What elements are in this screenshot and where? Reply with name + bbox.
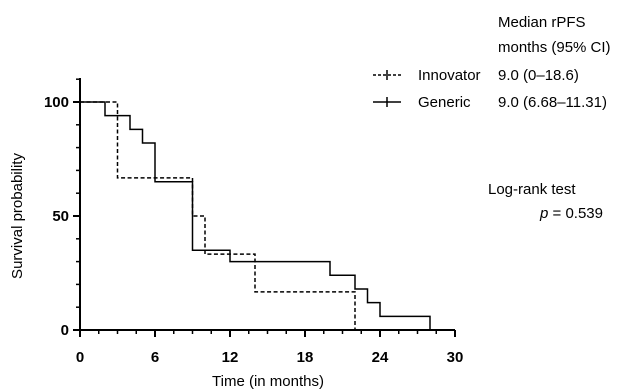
p-value: = 0.539 [553, 205, 603, 222]
y-tick-label: 100 [44, 94, 69, 111]
legend-generic: Generic 9.0 (6.68–11.31) [373, 94, 607, 111]
legend-innovator-median: 9.0 (0–18.6) [498, 67, 579, 84]
y-tick-label: 50 [52, 208, 69, 225]
p-value-line: p = 0.539 [539, 205, 603, 222]
x-tick-label: 12 [222, 349, 239, 366]
legend-generic-median: 9.0 (6.68–11.31) [498, 94, 607, 111]
logrank-label: Log-rank test [488, 181, 576, 198]
legend-header-line2: months (95% CI) [498, 39, 611, 56]
legend-innovator-label: Innovator [418, 67, 481, 84]
p-symbol: p [539, 205, 548, 222]
x-tick-label: 30 [447, 349, 464, 366]
legend-generic-label: Generic [418, 94, 471, 111]
km-curve-generic [80, 101, 431, 330]
x-tick-label: 0 [76, 349, 84, 366]
km-curve-innovator [80, 101, 356, 330]
y-tick-label: 0 [61, 322, 69, 339]
legend-header-line1: Median rPFS [498, 14, 586, 31]
y-axis-title: Survival probability [9, 153, 26, 279]
x-tick-label: 24 [372, 349, 389, 366]
x-tick-label: 18 [297, 349, 314, 366]
x-tick-label: 6 [151, 349, 159, 366]
plot-area: 0 6 12 18 24 30 0 50 100 [44, 78, 463, 366]
x-axis-title: Time (in months) [212, 373, 324, 390]
legend-innovator: Innovator 9.0 (0–18.6) [373, 67, 579, 84]
